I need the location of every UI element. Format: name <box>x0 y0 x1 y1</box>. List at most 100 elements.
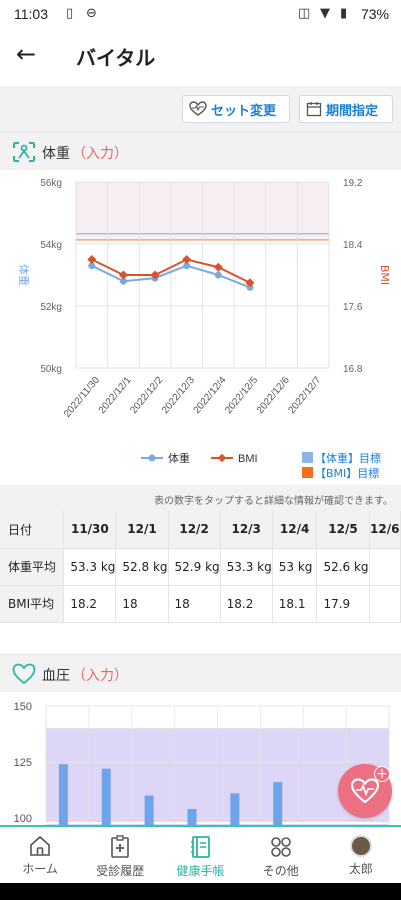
table-note: 表の数字をタップすると詳細な情報が確認できます。 <box>0 485 401 511</box>
bottom-nav: ホーム 受診履歴 健康手帳 その他 太郎 <box>0 825 401 883</box>
series-line-bmi <box>91 258 251 284</box>
dnd-icon: ⊖ <box>86 6 97 21</box>
battery-percent: 73% <box>360 6 389 22</box>
legend-target-swatch <box>302 452 313 463</box>
table-cell[interactable]: 52.6 kg <box>316 548 370 586</box>
bp-section-header: 血圧 （入力） <box>0 654 401 692</box>
table-cell[interactable]: 18 <box>168 585 221 623</box>
bmi-point <box>87 254 97 265</box>
legend-target-swatch <box>302 467 313 478</box>
weight-chart: 56kg 19.2 54kg 18.4 52kg 17.6 50kg 16.8 体重 BMI 202… <box>0 170 401 485</box>
nav-home[interactable]: ホーム <box>0 827 80 883</box>
y-right-axis-label: BMI <box>378 265 391 285</box>
period-label: 期間指定 <box>326 103 379 119</box>
table-cell[interactable]: 53.3 kg <box>220 548 273 586</box>
table-cell[interactable]: 18 <box>115 585 169 623</box>
bmi-point <box>118 270 128 280</box>
vital-table: 日付 11/30 12/1 12/2 12/3 12/4 12/5 12/6 体重平均 53.3… <box>0 511 401 623</box>
nav-history[interactable]: 受診履歴 <box>80 827 160 883</box>
bp-bar <box>144 795 154 825</box>
bp-bar <box>101 768 111 825</box>
table-header-date[interactable]: 12/4 <box>272 511 318 549</box>
scale-icon <box>13 142 35 162</box>
table-cell[interactable]: 53 kg <box>272 548 318 586</box>
legend-bmi-label: BMI <box>238 453 258 465</box>
nav-history-label: 受診履歴 <box>96 864 145 878</box>
legend-bmi-marker <box>217 453 227 463</box>
table-cell[interactable]: 52.9 kg <box>168 548 221 586</box>
weight-point <box>214 271 222 279</box>
weight-section-title: 体重 （入力） <box>42 143 128 163</box>
add-vital-fab[interactable]: + <box>338 764 392 818</box>
bp-input-link[interactable]: （入力） <box>72 668 128 684</box>
heart-pulse-icon <box>350 778 380 804</box>
legend-weight-marker <box>148 454 156 462</box>
table-cell[interactable]: 18.2 <box>63 585 117 623</box>
plus-icon: + <box>374 766 390 782</box>
heart-icon <box>189 101 207 116</box>
y-left-tick: 54kg <box>40 240 62 251</box>
table-header-date[interactable]: 12/6 <box>369 511 401 549</box>
weight-point <box>246 283 254 291</box>
nav-other[interactable]: その他 <box>241 827 321 883</box>
heart-pulse-icon <box>12 663 36 685</box>
table-cell[interactable]: 52.8 kg <box>115 548 169 586</box>
weight-input-link[interactable]: （入力） <box>72 146 128 162</box>
nav-profile-label: 太郎 <box>348 862 373 876</box>
nav-health-book[interactable]: 健康手帳 <box>160 827 240 883</box>
app-bar: ← バイタル <box>0 28 401 86</box>
weight-point <box>88 262 96 270</box>
table-header-date[interactable]: 11/30 <box>63 511 117 549</box>
y-right-tick: 17.6 <box>343 302 363 313</box>
toolbar: セット変更 期間指定 <box>0 86 401 132</box>
table-cell[interactable]: 18.1 <box>272 585 318 623</box>
bp-y-tick: 100 <box>14 813 32 825</box>
weight-chart-svg: 56kg 19.2 54kg 18.4 52kg 17.6 50kg 16.8 体重 BMI 202… <box>17 178 391 480</box>
vibrate-icon: ◫ <box>298 6 311 21</box>
calendar-icon <box>306 102 322 117</box>
bp-title-text: 血圧 <box>42 668 70 684</box>
y-left-axis-label: 体重 <box>17 264 31 286</box>
bp-chart-svg: 150 125 100 <box>14 701 390 825</box>
nav-other-label: その他 <box>262 864 299 878</box>
nav-profile[interactable]: 太郎 <box>321 827 401 883</box>
notebook-icon <box>190 836 210 858</box>
legend-weight-label: 体重 <box>168 451 190 465</box>
table-header-date[interactable]: 12/5 <box>316 511 370 549</box>
y-left-tick: 50kg <box>40 364 62 375</box>
weight-point <box>119 277 127 285</box>
table-cell[interactable]: 53.3 kg <box>63 548 117 586</box>
bmi-point <box>182 254 192 265</box>
table-cell[interactable]: 17.9 <box>316 585 370 623</box>
bp-bar <box>273 782 283 825</box>
y-right-tick: 16.8 <box>343 364 363 375</box>
table-cell[interactable] <box>369 585 401 623</box>
bp-section-title: 血圧 （入力） <box>42 665 128 685</box>
set-change-label: セット変更 <box>211 103 277 119</box>
status-bar: 11:03 ▯ ⊖ ◫ ▼ ▮ 73% <box>0 0 401 28</box>
battery-icon: ▮ <box>340 6 348 21</box>
legend-target-label: 【BMI】目標 <box>315 466 379 480</box>
weight-point <box>183 262 191 270</box>
back-arrow-icon[interactable]: ← <box>16 40 37 68</box>
table-cell[interactable] <box>369 548 401 586</box>
table-header-date[interactable]: 12/3 <box>220 511 273 549</box>
table-cell[interactable]: 18.2 <box>220 585 273 623</box>
grid-icon <box>270 837 291 857</box>
bp-bar <box>187 809 197 825</box>
page-title: バイタル <box>76 46 156 70</box>
table-row: BMI平均 18.2 18 18 18.2 18.1 17.9 <box>0 585 401 623</box>
y-right-tick: 18.4 <box>343 240 363 251</box>
bp-y-tick: 150 <box>14 701 32 713</box>
phone-icon: ▯ <box>66 6 74 21</box>
set-change-button[interactable]: セット変更 <box>182 95 290 123</box>
table-header-date[interactable]: 12/2 <box>168 511 221 549</box>
table-row: 体重平均 53.3 kg 52.8 kg 52.9 kg 53.3 kg 53 kg 52.… <box>0 548 401 586</box>
status-time: 11:03 <box>14 6 48 22</box>
weight-section-header: 体重 （入力） <box>0 132 401 170</box>
system-nav-bar <box>0 883 401 900</box>
period-button[interactable]: 期間指定 <box>299 95 393 123</box>
table-header-date[interactable]: 12/1 <box>115 511 169 549</box>
table-row-label: 体重平均 <box>0 548 65 586</box>
avatar <box>349 835 372 857</box>
